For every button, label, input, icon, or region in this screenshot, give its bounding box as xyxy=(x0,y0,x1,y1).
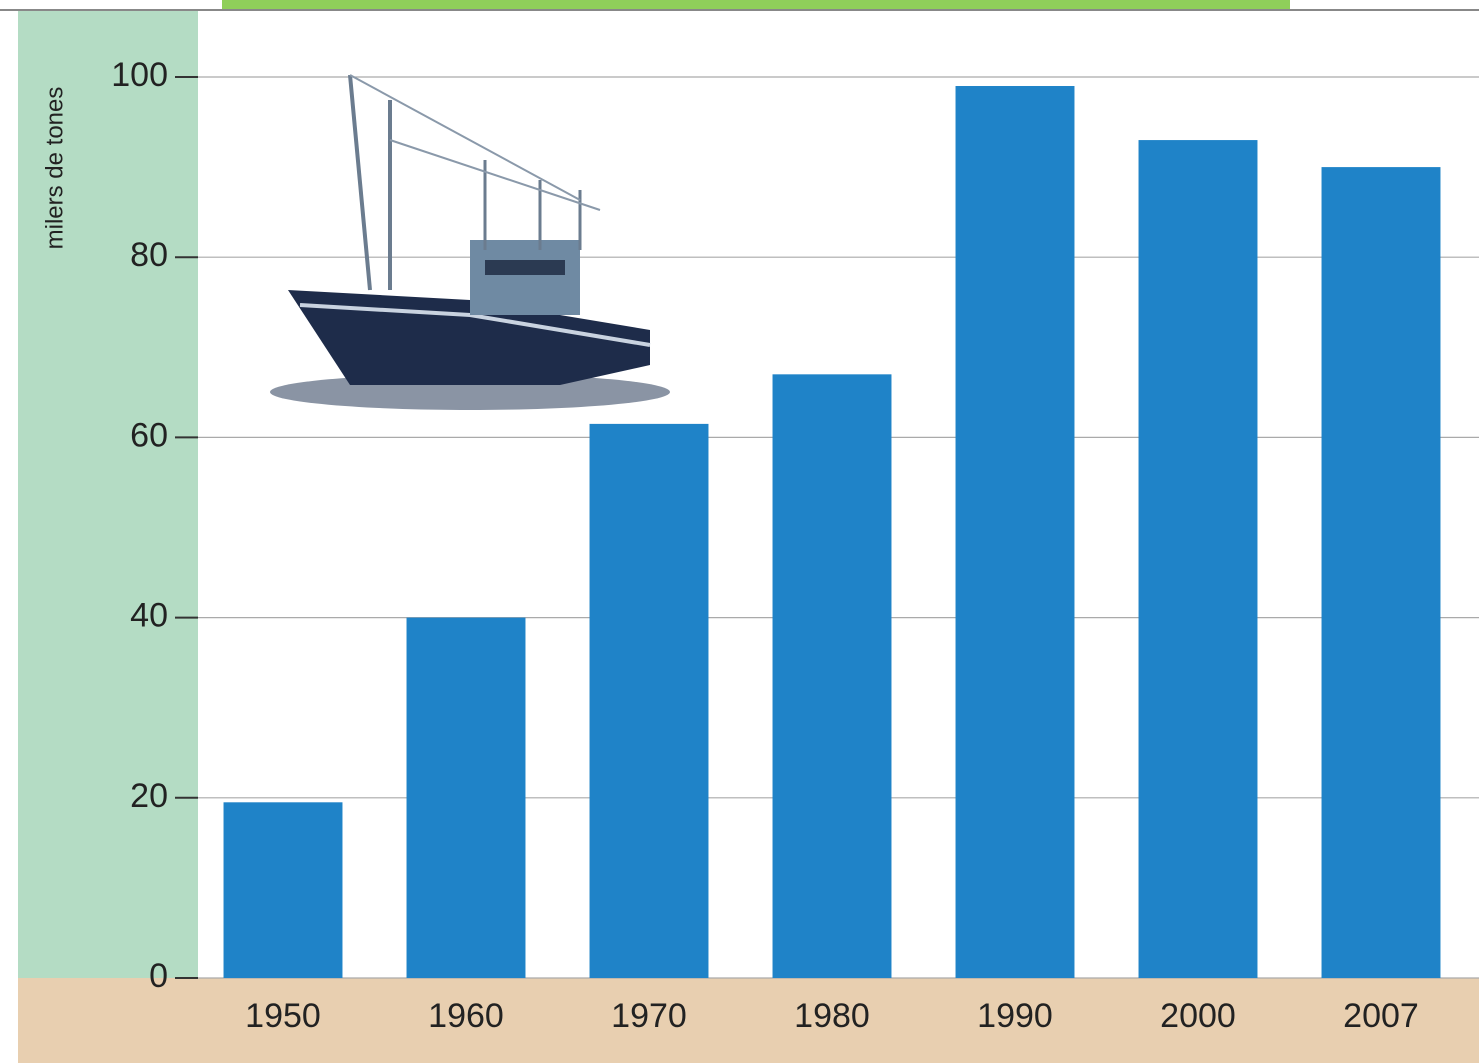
category-band xyxy=(18,978,1479,1063)
bar xyxy=(1321,167,1441,979)
ship-illustration xyxy=(270,74,670,410)
header-strip xyxy=(222,0,1290,9)
x-tick-label: 2000 xyxy=(1160,997,1236,1035)
bar xyxy=(1138,140,1258,978)
axis-panel xyxy=(18,11,198,978)
x-tick-label: 1950 xyxy=(245,997,321,1035)
bar xyxy=(772,374,892,979)
x-tick-label: 1980 xyxy=(794,997,870,1035)
x-tick-label: 1990 xyxy=(977,997,1053,1035)
x-tick-label: 1960 xyxy=(428,997,504,1035)
x-tick-label: 2007 xyxy=(1343,997,1419,1035)
bar xyxy=(223,802,343,978)
bar xyxy=(406,617,526,978)
bar xyxy=(955,86,1075,978)
y-tick-label: 20 xyxy=(130,777,168,815)
bar xyxy=(589,423,709,978)
x-tick-label: 1970 xyxy=(611,997,687,1035)
y-tick-label: 60 xyxy=(130,416,168,454)
y-tick-label: 0 xyxy=(149,957,168,995)
y-tick-label: 100 xyxy=(111,56,168,94)
y-axis-label: milers de tones xyxy=(41,87,68,250)
y-tick-label: 80 xyxy=(130,236,168,274)
y-tick-label: 40 xyxy=(130,597,168,635)
